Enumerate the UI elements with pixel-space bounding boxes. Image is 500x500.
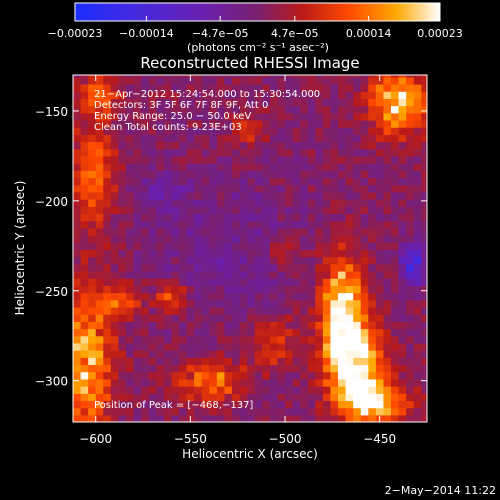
colorbar-gradient <box>74 2 441 22</box>
peak-position-label: Position of Peak = [−468,−137] <box>94 400 253 411</box>
y-tick-label: −250 <box>35 285 68 299</box>
heatmap-image <box>73 75 427 422</box>
annotation-line: Detectors: 3F 5F 6F 7F 8F 9F, Att 0 <box>94 100 268 111</box>
annotation-line: 21−Apr−2012 15:24:54.000 to 15:30:54.000 <box>94 89 320 100</box>
colorbar-tick-label: 0.00014 <box>346 27 392 40</box>
annotation-line: Clean Total counts: 9.23E+03 <box>94 122 242 133</box>
chart-title: Reconstructed RHESSI Image <box>140 54 359 72</box>
x-tick-label: −450 <box>363 432 396 446</box>
colorbar-tick-label: 4.7e−05 <box>271 27 318 40</box>
colorbar-tick-label: 0.00023 <box>417 27 463 40</box>
x-axis-label: Heliocentric X (arcsec) <box>182 447 318 461</box>
colorbar-tick-label: −0.00023 <box>48 27 103 40</box>
colorbar-ticks: −0.00023 −0.00014 −4.7e−05 4.7e−05 0.00014 0.… <box>48 16 463 40</box>
y-axis-label: Heliocentric Y (arcsec) <box>13 181 27 316</box>
colorbar-unit-label: (photons cm⁻² s⁻¹ asec⁻²) <box>187 41 329 54</box>
y-tick-label: −300 <box>35 375 68 389</box>
colorbar-tick-label: −0.00014 <box>119 27 174 40</box>
annotation-line: Energy Range: 25.0 − 50.0 keV <box>94 111 251 122</box>
x-tick-label: −600 <box>79 432 112 446</box>
x-tick-label: −500 <box>269 432 302 446</box>
y-tick-label: −150 <box>35 105 68 119</box>
x-axis: −600 −550 −500 −450 <box>79 75 396 446</box>
header-annotations: 21−Apr−2012 15:24:54.000 to 15:30:54.000… <box>94 89 320 133</box>
colorbar: −0.00023 −0.00014 −4.7e−05 4.7e−05 0.00014 0.… <box>48 2 463 54</box>
footer-date: 2−May−2014 11:22 <box>385 484 496 497</box>
x-tick-label: −550 <box>174 432 207 446</box>
y-axis: −150 −200 −250 −300 <box>35 105 427 389</box>
colorbar-tick-label: −4.7e−05 <box>192 27 249 40</box>
plot-frame <box>72 74 428 423</box>
y-tick-label: −200 <box>35 195 68 209</box>
